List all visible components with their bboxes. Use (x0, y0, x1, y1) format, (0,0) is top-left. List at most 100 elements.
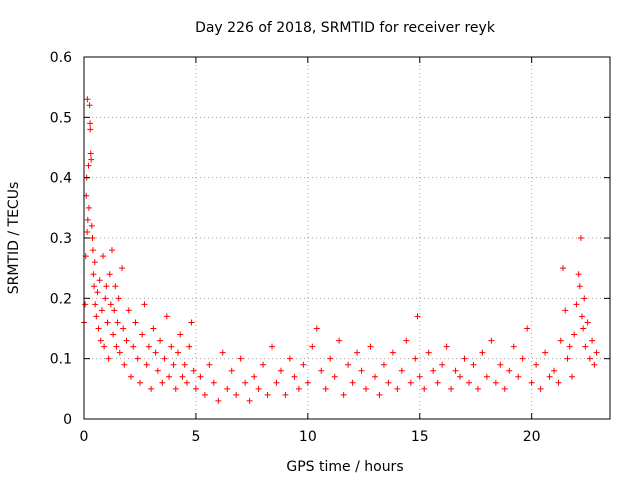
data-point (318, 367, 325, 374)
y-axis-label: SRMTID / TECUs (6, 182, 22, 295)
data-point (84, 96, 91, 103)
data-point (88, 222, 95, 229)
data-point (568, 373, 575, 380)
data-point (376, 391, 383, 398)
data-point (331, 373, 338, 380)
data-point (132, 319, 139, 326)
data-point (215, 397, 222, 404)
data-point (141, 301, 148, 308)
data-point (102, 295, 109, 302)
data-point (492, 379, 499, 386)
data-point (84, 228, 91, 235)
data-point (412, 355, 419, 362)
data-point (584, 319, 591, 326)
data-point (188, 319, 195, 326)
data-point (389, 349, 396, 356)
data-point (575, 271, 582, 278)
data-point (497, 361, 504, 368)
data-point (183, 379, 190, 386)
x-tick-label: 5 (191, 429, 200, 445)
data-point (309, 343, 316, 350)
data-point (95, 325, 102, 332)
data-point (179, 373, 186, 380)
data-point (403, 337, 410, 344)
data-point (345, 361, 352, 368)
data-point (116, 349, 123, 356)
data-point (580, 325, 587, 332)
data-point (546, 373, 553, 380)
data-point (85, 204, 92, 211)
data-point (506, 367, 513, 374)
y-tick-label: 0.6 (50, 50, 72, 66)
data-point (152, 349, 159, 356)
x-tick-label: 0 (80, 429, 89, 445)
data-point (537, 385, 544, 392)
data-point (465, 379, 472, 386)
data-point (93, 313, 100, 320)
data-point (483, 373, 490, 380)
data-point (85, 162, 92, 169)
data-point (555, 379, 562, 386)
data-point (291, 373, 298, 380)
data-point (380, 361, 387, 368)
data-point (96, 277, 103, 284)
data-point (510, 343, 517, 350)
data-point (562, 307, 569, 314)
data-point (313, 325, 320, 332)
data-point (579, 313, 586, 320)
data-point (201, 391, 208, 398)
data-point (121, 361, 128, 368)
data-point (479, 349, 486, 356)
data-point (98, 307, 105, 314)
data-point (110, 331, 117, 338)
data-point (542, 349, 549, 356)
data-point (515, 373, 522, 380)
x-tick-label: 15 (411, 429, 429, 445)
axis-ticks: 0 0.1 0.2 0.3 0.4 0.5 0.6 0 5 10 15 20 (50, 50, 610, 445)
data-point (282, 391, 289, 398)
data-point (159, 379, 166, 386)
data-point (237, 355, 244, 362)
data-points (81, 96, 600, 404)
data-point (197, 373, 204, 380)
data-point (134, 355, 141, 362)
data-point (91, 283, 98, 290)
data-point (519, 355, 526, 362)
data-point (123, 337, 130, 344)
data-point (394, 385, 401, 392)
data-point (488, 337, 495, 344)
data-point (593, 349, 600, 356)
data-point (551, 367, 558, 374)
data-point (91, 259, 98, 266)
data-point (86, 102, 93, 109)
data-point (119, 265, 126, 272)
data-point (175, 349, 182, 356)
data-point (286, 355, 293, 362)
data-point (206, 361, 213, 368)
data-point (100, 253, 107, 260)
grid-lines (84, 57, 610, 419)
data-point (108, 247, 115, 254)
data-point (277, 367, 284, 374)
data-point (177, 331, 184, 338)
data-point (228, 367, 235, 374)
data-point (586, 355, 593, 362)
data-point (273, 379, 280, 386)
data-point (260, 361, 267, 368)
data-point (470, 361, 477, 368)
data-point (425, 349, 432, 356)
x-tick-label: 10 (299, 429, 317, 445)
data-point (304, 379, 311, 386)
data-point (251, 373, 258, 380)
data-point (571, 331, 578, 338)
data-point (452, 367, 459, 374)
data-point (559, 265, 566, 272)
data-point (533, 361, 540, 368)
data-point (300, 361, 307, 368)
data-point (90, 271, 97, 278)
data-point (219, 349, 226, 356)
data-point (104, 319, 111, 326)
data-point (233, 391, 240, 398)
data-point (186, 343, 193, 350)
data-point (150, 325, 157, 332)
